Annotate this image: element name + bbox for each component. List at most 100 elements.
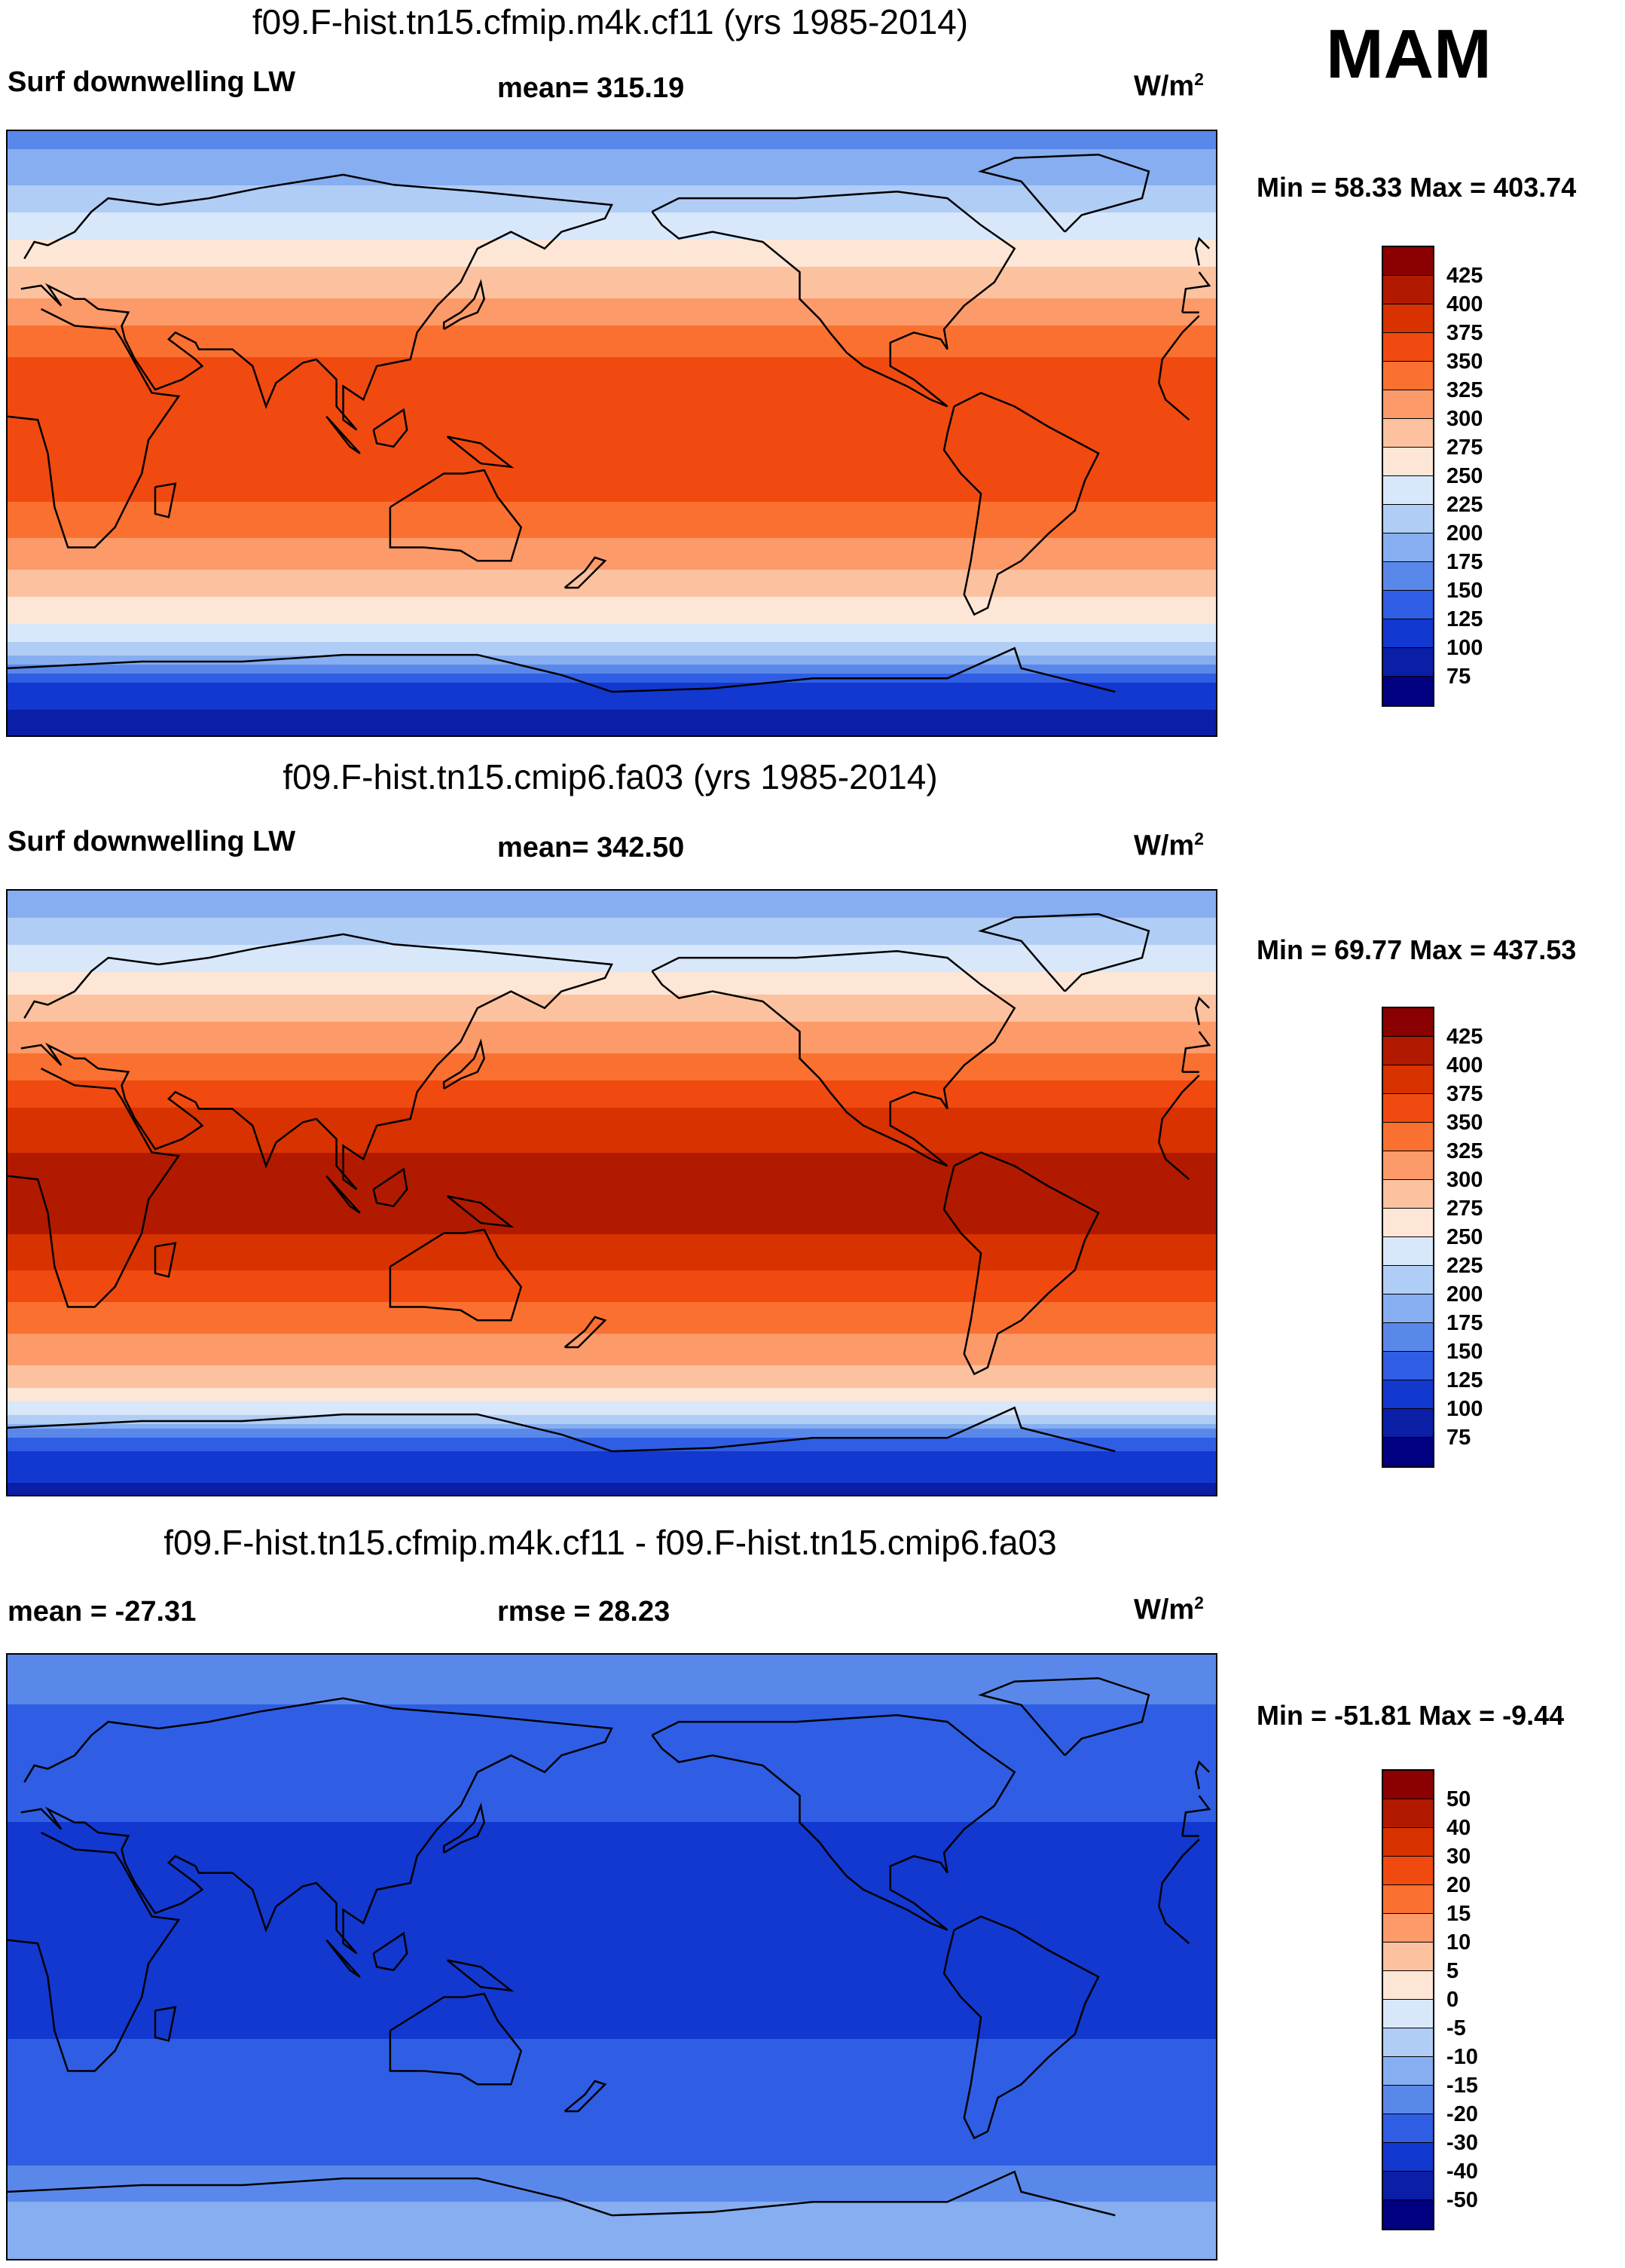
map-band — [8, 1438, 1216, 1443]
map-band — [8, 2256, 1216, 2259]
map-band — [8, 1117, 1216, 1122]
map-band — [8, 2075, 1216, 2080]
map-band — [8, 900, 1216, 905]
map-band — [8, 312, 1216, 317]
map-band — [8, 1334, 1216, 1339]
colorbar-tick-label: 125 — [1446, 1368, 1483, 1392]
map-band — [8, 1307, 1216, 1312]
map-band — [8, 1695, 1216, 1701]
colorbar-tick-label: 225 — [1446, 1254, 1483, 1278]
map-band — [8, 1953, 1216, 1958]
map-band — [8, 1053, 1216, 1059]
map-band — [8, 1754, 1216, 1759]
map-band — [8, 2224, 1216, 2230]
map-band — [8, 1148, 1216, 1154]
map-band — [8, 194, 1216, 200]
map-band — [8, 1383, 1216, 1389]
panel1-title: f09.F-hist.tn15.cfmip.m4k.cf11 (yrs 1985… — [252, 2, 969, 41]
coastline — [446, 1195, 515, 1228]
map-band — [8, 651, 1216, 656]
map-band — [8, 280, 1216, 286]
map-band — [8, 1311, 1216, 1316]
map-band — [8, 728, 1216, 733]
map-band — [8, 2125, 1216, 2130]
map-band — [8, 158, 1216, 164]
map-band — [8, 570, 1216, 575]
coastline — [20, 1697, 1211, 1955]
map-band — [8, 1076, 1216, 1081]
panel3-units: W/m2 — [1134, 1593, 1204, 1627]
map-band — [8, 633, 1216, 638]
colorbar-tick-label: 150 — [1446, 1340, 1483, 1364]
map-band — [8, 646, 1216, 652]
map-band — [8, 1284, 1216, 1289]
map-band — [8, 574, 1216, 579]
map-band — [8, 2247, 1216, 2252]
map-band — [8, 1013, 1216, 1018]
map-band — [8, 583, 1216, 588]
map-band — [8, 1270, 1216, 1276]
map-band — [8, 692, 1216, 697]
map-band — [8, 1474, 1216, 1479]
coastline — [20, 173, 1211, 431]
map-band — [8, 710, 1216, 715]
map-band — [8, 1216, 1216, 1221]
colorbar-segment — [1383, 2086, 1433, 2114]
map-band — [8, 2089, 1216, 2094]
map-band — [8, 1849, 1216, 1854]
map-band — [8, 1903, 1216, 1909]
map-band — [8, 1189, 1216, 1194]
map-band — [8, 1939, 1216, 1945]
map-band — [8, 466, 1216, 471]
map-band — [8, 1352, 1216, 1357]
map-band — [8, 249, 1216, 254]
map-band — [8, 1704, 1216, 1710]
map-band — [8, 154, 1216, 159]
map-band — [8, 1673, 1216, 1678]
map-band — [8, 714, 1216, 720]
colorbar-tick-label: 225 — [1446, 493, 1483, 517]
map-band — [8, 2188, 1216, 2193]
map-band — [8, 1460, 1216, 1466]
panel3-colorbar — [1382, 1769, 1434, 2230]
colorbar-segment — [1383, 1008, 1433, 1037]
map-band — [8, 1854, 1216, 1859]
map-band — [8, 393, 1216, 399]
map-band — [8, 330, 1216, 335]
map-band — [8, 1492, 1216, 1495]
map-band — [8, 136, 1216, 141]
map-band — [8, 1944, 1216, 1949]
map-band — [8, 1198, 1216, 1203]
colorbar-segment — [1383, 1828, 1433, 1857]
map-band — [8, 461, 1216, 466]
colorbar-segment — [1383, 2143, 1433, 2172]
map-band — [8, 217, 1216, 222]
coastline — [651, 1713, 1016, 1931]
colorbar-tick-label: 325 — [1446, 378, 1483, 402]
map-band — [8, 2184, 1216, 2189]
colorbar-segment — [1383, 247, 1433, 276]
map-band — [8, 1872, 1216, 1877]
map-band — [8, 2062, 1216, 2067]
map-band — [8, 371, 1216, 376]
map-band — [8, 1406, 1216, 1411]
map-band — [8, 619, 1216, 625]
map-band — [8, 326, 1216, 331]
map-band — [8, 2071, 1216, 2076]
colorbar-tick-label: 100 — [1446, 636, 1483, 660]
colorbar-tick-label: 30 — [1446, 1845, 1471, 1869]
map-band — [8, 1234, 1216, 1239]
colorbar-tick-label: 375 — [1446, 1082, 1483, 1106]
coastline — [154, 482, 177, 518]
colorbar-segment — [1383, 2000, 1433, 2028]
map-band — [8, 267, 1216, 272]
colorbar-tick-label: -15 — [1446, 2074, 1478, 2098]
colorbar-tick-label: 425 — [1446, 264, 1483, 288]
map-band — [8, 2084, 1216, 2089]
map-band — [8, 2134, 1216, 2139]
colorbar-segment — [1383, 448, 1433, 476]
map-band — [8, 927, 1216, 932]
map-band — [8, 1935, 1216, 1940]
map-band — [8, 986, 1216, 991]
map-band — [8, 1085, 1216, 1090]
